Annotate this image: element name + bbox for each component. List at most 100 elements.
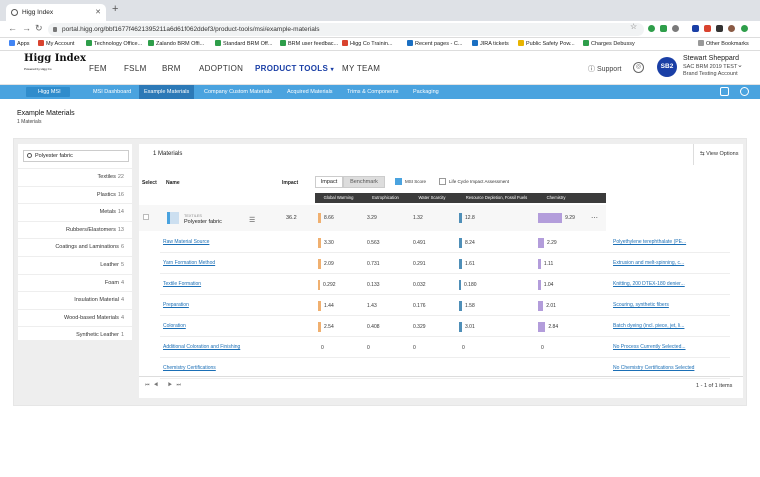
category-item[interactable]: Leather 5: [18, 256, 132, 273]
category-item[interactable]: Plastics 16: [18, 185, 132, 203]
category-item[interactable]: Insulation Material 4: [18, 291, 132, 308]
row-select-checkbox[interactable]: [143, 214, 149, 220]
subnav-acquired-materials[interactable]: Acquired Materials: [287, 89, 333, 95]
tab-benchmark[interactable]: Benchmark: [343, 176, 385, 188]
category-item[interactable]: Textiles 22: [18, 168, 132, 185]
nav-my-team[interactable]: MY TEAM: [342, 64, 381, 73]
avatar[interactable]: SB2: [657, 57, 677, 77]
material-impact-score: 36.2: [286, 215, 297, 221]
column-water-scarcity[interactable]: Water Scarcity: [418, 195, 446, 200]
column-resource-depletion[interactable]: Resource Depletion, Fossil Fuels: [465, 195, 528, 200]
category-count: 1: [120, 332, 124, 339]
view-options-button[interactable]: ⇆ View Options: [693, 144, 743, 165]
puzzle-icon[interactable]: [716, 25, 723, 32]
category-label: Rubbers/Elastomers: [66, 226, 116, 233]
nav-brm[interactable]: BRM: [162, 64, 181, 73]
category-label: Wood-based Materials: [64, 314, 119, 321]
component-name-link[interactable]: Raw Material Source: [163, 239, 210, 245]
process-link[interactable]: Polyethylene terephthalate (PE...: [613, 239, 687, 245]
component-name-link[interactable]: Chemistry Certifications: [163, 365, 216, 371]
bookmark-standard-brm[interactable]: Standard BRM Off...: [215, 38, 272, 51]
more-actions-icon[interactable]: ⋯: [591, 215, 598, 222]
search-input[interactable]: Polyester fabric: [23, 150, 129, 162]
nav-fem[interactable]: FEM: [89, 64, 107, 73]
bookmark-apps[interactable]: Apps: [9, 38, 30, 51]
process-link[interactable]: Extrusion and melt-spinning, c...: [613, 260, 685, 266]
column-name[interactable]: Name: [166, 180, 180, 186]
column-impact[interactable]: Impact: [282, 180, 299, 186]
category-item[interactable]: Coatings and Laminations 6: [18, 238, 132, 255]
info-icon[interactable]: [740, 87, 749, 96]
category-item[interactable]: Rubbers/Elastomers 13: [18, 220, 132, 238]
bookmark-zalando[interactable]: Zalando BRM Offi...: [148, 38, 204, 51]
impact-bar: [459, 301, 462, 311]
higg-msi-button[interactable]: Higg MSI: [26, 87, 70, 97]
extension-icon[interactable]: [672, 25, 679, 32]
close-tab-icon[interactable]: ✕: [95, 9, 101, 16]
subnav-packaging[interactable]: Packaging: [413, 89, 439, 95]
component-name-link[interactable]: Preparation: [163, 302, 189, 308]
row-divider: [160, 336, 730, 337]
bookmark-my-account[interactable]: My Account: [38, 38, 74, 51]
new-tab-icon[interactable]: +: [112, 3, 119, 15]
bookmark-other[interactable]: Other Bookmarks: [698, 38, 749, 51]
update-icon[interactable]: [741, 25, 748, 32]
bookmark-technology-office[interactable]: Technology Office...: [86, 38, 142, 51]
globe-icon[interactable]: ◎: [633, 62, 644, 73]
nav-product-tools[interactable]: PRODUCT TOOLS ▾: [255, 64, 334, 73]
bookmark-charges[interactable]: Charges Debussy: [583, 38, 635, 51]
address-bar[interactable]: portal.higg.org/bbf1677f4621395211a6d61f…: [48, 23, 644, 36]
bookmark-brm-feedback[interactable]: BRM user feedbac...: [280, 38, 338, 51]
browser-tab[interactable]: Higg Index ✕: [6, 4, 106, 21]
process-link[interactable]: No Chemistry Certifications Selected: [613, 365, 695, 371]
material-row[interactable]: [139, 205, 606, 231]
forward-icon[interactable]: →: [22, 23, 31, 33]
row-divider: [160, 357, 730, 358]
material-name[interactable]: Polyester fabric: [184, 219, 222, 225]
bookmark-public-safety[interactable]: Public Safety Pow...: [518, 38, 575, 51]
component-name-link[interactable]: Coloration: [163, 323, 186, 329]
nav-fslm[interactable]: FSLM: [124, 64, 147, 73]
column-chemistry[interactable]: Chemistry: [546, 195, 566, 200]
category-count: 13: [117, 226, 124, 233]
category-item[interactable]: Foam 4: [18, 273, 132, 291]
pagination-controls[interactable]: ⏮ ◀ ▶ ⏭: [145, 382, 181, 388]
subnav-company-custom-materials[interactable]: Company Custom Materials: [204, 89, 272, 95]
tab-impact[interactable]: Impact: [315, 176, 343, 188]
support-link[interactable]: ⓘ Support: [588, 66, 622, 73]
subnav-msi-dashboard[interactable]: MSI Dashboard: [93, 89, 132, 95]
process-link[interactable]: No Process Currently Selected...: [613, 344, 686, 350]
back-icon[interactable]: ←: [8, 23, 17, 33]
component-name-link[interactable]: Yarn Formation Method: [163, 260, 216, 266]
nav-adoption[interactable]: ADOPTION: [199, 64, 244, 73]
extension-icon[interactable]: [704, 25, 711, 32]
adjust-sliders-icon[interactable]: ☰: [249, 217, 256, 224]
higg-index-logo[interactable]: Higg Index Powered by Higg Co: [24, 53, 86, 72]
subnav-example-materials[interactable]: Example Materials: [139, 85, 195, 99]
component-name-link[interactable]: Textile Formation: [163, 281, 202, 287]
extension-icon[interactable]: [648, 25, 655, 32]
extension-icon[interactable]: [660, 25, 667, 32]
profile-icon[interactable]: [728, 25, 735, 32]
category-item[interactable]: Metals 14: [18, 203, 132, 220]
subnav-trims-components[interactable]: Trims & Components: [347, 89, 399, 95]
impact-value: 8.66: [324, 215, 334, 221]
bookmark-higg-training[interactable]: Higg Co Trainin...: [342, 38, 393, 51]
user-menu-chevron-icon[interactable]: ⌄: [737, 62, 743, 69]
reload-icon[interactable]: ↻: [35, 23, 43, 33]
bookmark-jira[interactable]: JIRA tickets: [472, 38, 509, 51]
process-link[interactable]: Scouring, synthetic fibers: [613, 302, 669, 308]
process-link[interactable]: Knitting, 200 DTEX-180 denier...: [613, 281, 685, 287]
component-name-link[interactable]: Additional Coloration and Finishing: [163, 344, 241, 350]
process-link[interactable]: Batch dyeing (incl. piece, jet, li...: [613, 323, 685, 329]
extension-icon[interactable]: [692, 25, 699, 32]
bookmark-star-icon[interactable]: ☆: [630, 22, 638, 31]
lca-checkbox[interactable]: [439, 178, 446, 185]
category-item[interactable]: Synthetic Leather 1: [18, 326, 132, 343]
column-global-warming[interactable]: Global Warming: [323, 195, 354, 200]
column-eutrophication[interactable]: Eutrophication: [372, 195, 399, 200]
msi-score-checkbox[interactable]: [395, 178, 402, 185]
bookmark-recent-pages[interactable]: Recent pages - C...: [407, 38, 462, 51]
category-item[interactable]: Wood-based Materials 4: [18, 308, 132, 326]
export-icon[interactable]: [720, 87, 729, 96]
